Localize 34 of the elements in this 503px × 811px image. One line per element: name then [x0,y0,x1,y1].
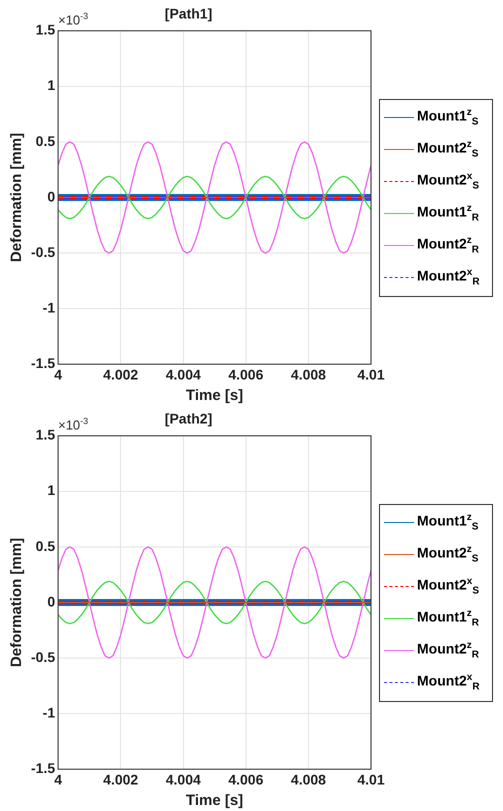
y-tick-label: -1.5 [31,760,56,776]
y-tick-label: -1 [42,704,56,720]
x-tick-label: 4.01 [357,771,385,788]
x-tick-label: 4.008 [290,366,326,382]
text: ×10$^{-3}$ [58,416,88,432]
x-tick-label: 4.008 [290,771,326,788]
x-axis-title: Time [s] [186,387,244,404]
y-tick-label: 1 [47,77,56,94]
x-tick-label: 4.002 [103,366,138,382]
x-tick-label: 4.004 [166,366,201,382]
x-tick-label: 4.01 [357,366,385,382]
y-axis-title: Deformation [mm] [8,538,26,668]
y-tick-label: 0.5 [36,538,56,554]
x-tick-label: 4 [54,366,62,382]
x-tick-label: 4 [54,771,62,788]
y-tick-label: -0.5 [31,648,56,665]
y-tick-label: -1.5 [31,355,56,372]
x-tick-label: 4.002 [103,771,138,788]
x-tick-label: 4.006 [228,366,264,382]
y-tick-label: 0 [47,188,56,204]
y-tick-label: -1 [42,299,56,316]
y-tick-label: 0.5 [36,132,56,149]
y-tick-label: 1.5 [36,426,56,443]
text: ×10$^{-3}$ [58,10,88,28]
y-tick-label: -0.5 [31,244,56,260]
y-tick-label: 0 [47,593,56,610]
chart-title: [Path1] [164,5,212,22]
x-tick-label: 4.006 [228,771,264,788]
x-tick-label: 4.004 [166,771,201,788]
x-axis-title: Time [s] [186,792,244,810]
y-tick-label: 1 [47,482,56,498]
y-axis-title: Deformation [mm] [8,132,26,262]
y-tick-label: 1.5 [36,22,56,38]
chart-title: [Path2] [164,410,212,426]
